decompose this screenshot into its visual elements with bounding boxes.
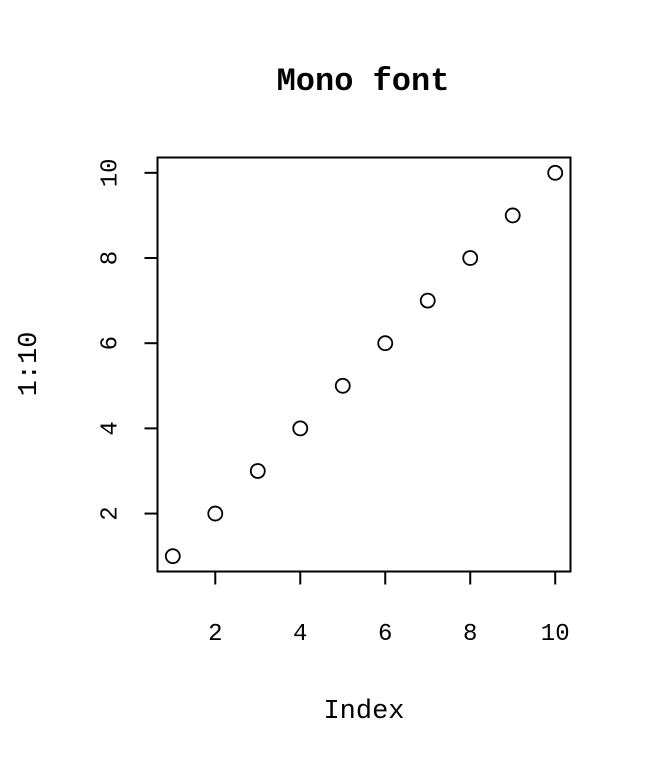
data-point — [504, 207, 521, 224]
data-point — [164, 548, 181, 565]
x-axis: 2 4 6 8 10 — [208, 570, 570, 648]
y-tick-label: 6 — [97, 336, 124, 350]
x-tick-label: 8 — [463, 621, 477, 648]
y-axis-label: 1:10 — [15, 332, 45, 397]
chart-title: Mono font — [277, 63, 450, 100]
y-tick-label: 4 — [97, 421, 124, 435]
data-point — [292, 420, 309, 437]
data-point — [419, 292, 436, 309]
data-points — [164, 164, 564, 565]
y-tick-label: 2 — [97, 506, 124, 520]
x-tick-label: 4 — [293, 621, 307, 648]
x-tick-label: 2 — [208, 621, 222, 648]
y-tick-label: 10 — [97, 158, 124, 187]
data-point — [207, 505, 224, 522]
data-point — [334, 377, 351, 394]
x-tick-label: 6 — [378, 621, 392, 648]
data-point — [249, 463, 266, 479]
x-axis-label: Index — [323, 697, 404, 727]
y-tick-label: 8 — [97, 251, 124, 265]
data-point — [547, 164, 564, 181]
plot-frame — [156, 156, 572, 573]
y-axis: 2 4 6 8 10 — [97, 158, 159, 521]
data-point — [377, 335, 394, 352]
data-point — [462, 250, 479, 266]
x-tick-label: 10 — [541, 621, 570, 648]
